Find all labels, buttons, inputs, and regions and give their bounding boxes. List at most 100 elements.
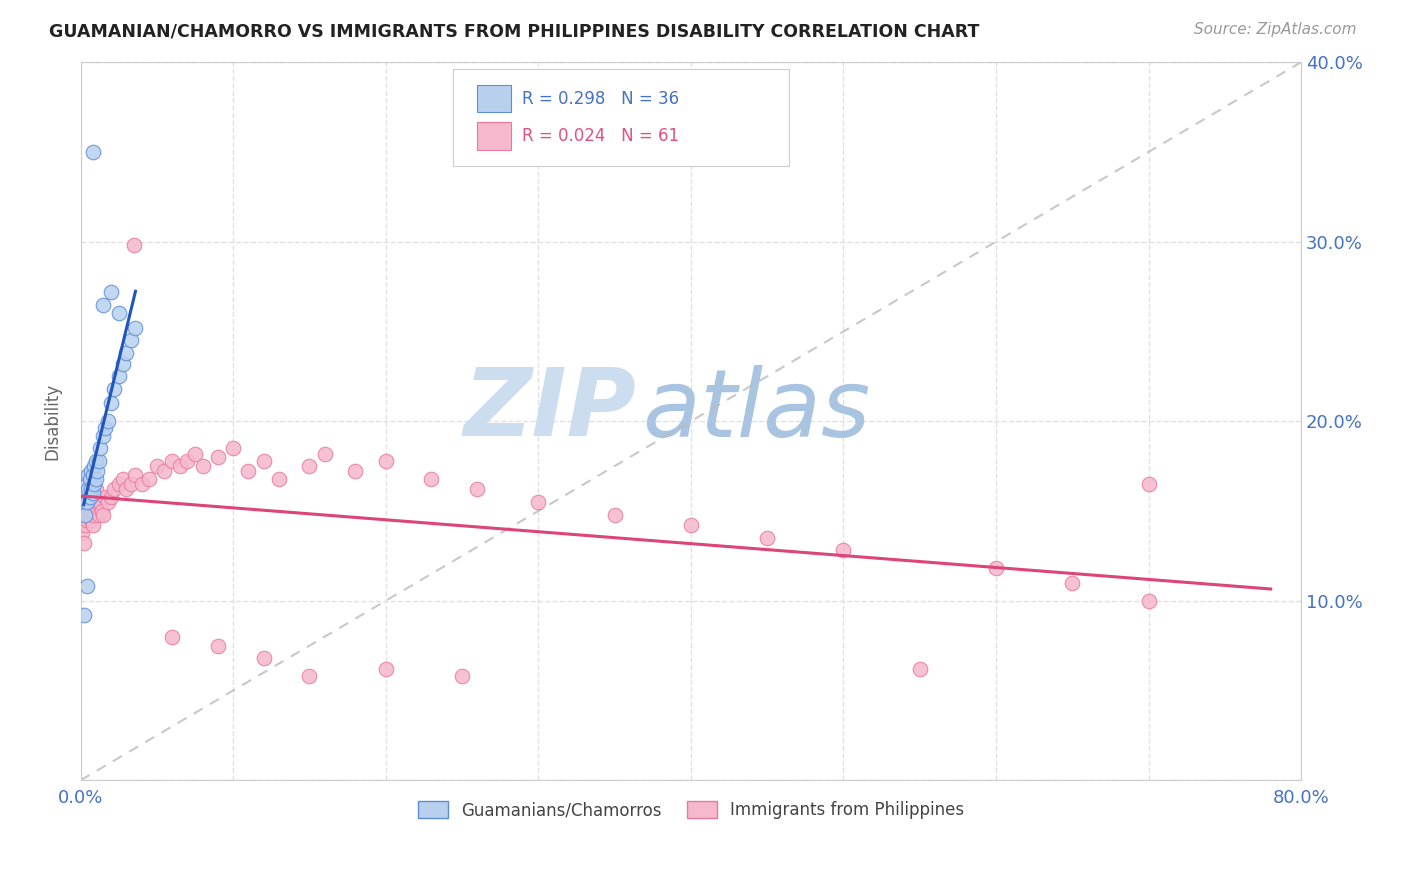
Point <box>984 561 1007 575</box>
Y-axis label: Disability: Disability <box>44 383 60 459</box>
Point <box>93 508 115 522</box>
Point <box>79 490 101 504</box>
Point <box>86 465 108 479</box>
Point <box>122 238 145 252</box>
Point <box>908 662 931 676</box>
Point <box>124 321 146 335</box>
Point <box>238 465 260 479</box>
FancyBboxPatch shape <box>477 85 512 112</box>
Point <box>100 490 122 504</box>
Point <box>72 495 94 509</box>
Point <box>82 486 104 500</box>
Point <box>131 477 153 491</box>
Point <box>103 483 125 497</box>
Point <box>76 495 98 509</box>
Point <box>89 441 111 455</box>
Point <box>374 662 396 676</box>
Point <box>120 334 142 348</box>
Text: Source: ZipAtlas.com: Source: ZipAtlas.com <box>1194 22 1357 37</box>
Point <box>80 483 103 497</box>
Point <box>298 669 321 683</box>
Point <box>84 454 107 468</box>
Point <box>169 459 191 474</box>
Point <box>93 297 115 311</box>
Point <box>451 669 474 683</box>
Point <box>83 459 105 474</box>
Point <box>107 369 129 384</box>
Point <box>87 454 110 468</box>
Point <box>100 396 122 410</box>
Point <box>83 490 105 504</box>
Point <box>1137 593 1160 607</box>
Point <box>222 441 245 455</box>
Point <box>75 518 97 533</box>
Text: GUAMANIAN/CHAMORRO VS IMMIGRANTS FROM PHILIPPINES DISABILITY CORRELATION CHART: GUAMANIAN/CHAMORRO VS IMMIGRANTS FROM PH… <box>49 22 980 40</box>
Text: ZIP: ZIP <box>463 365 636 457</box>
Point <box>107 306 129 320</box>
Point <box>75 490 97 504</box>
Point <box>79 508 101 522</box>
Point <box>75 504 97 518</box>
Point <box>253 454 276 468</box>
Point <box>72 536 94 550</box>
Point <box>298 459 321 474</box>
Point <box>82 486 104 500</box>
Point <box>207 450 229 464</box>
Point <box>83 477 105 491</box>
Point <box>679 518 702 533</box>
Point <box>97 414 120 428</box>
Point <box>84 483 107 497</box>
Point <box>76 477 98 491</box>
Legend: Guamanians/Chamorros, Immigrants from Philippines: Guamanians/Chamorros, Immigrants from Ph… <box>411 795 970 826</box>
FancyBboxPatch shape <box>477 122 512 150</box>
Point <box>124 468 146 483</box>
Point <box>82 518 104 533</box>
Point <box>420 472 443 486</box>
Point <box>80 513 103 527</box>
Point <box>374 454 396 468</box>
Point <box>115 483 138 497</box>
Point <box>107 477 129 491</box>
Point <box>115 346 138 360</box>
Point <box>527 495 550 509</box>
Point <box>79 490 101 504</box>
Point <box>84 472 107 486</box>
Point <box>76 513 98 527</box>
Point <box>153 465 176 479</box>
Point <box>76 500 98 515</box>
Point <box>138 472 160 486</box>
Point <box>103 382 125 396</box>
Point <box>100 285 122 299</box>
Point <box>832 543 855 558</box>
Point <box>70 525 93 540</box>
Point <box>97 495 120 509</box>
Point <box>82 468 104 483</box>
Point <box>112 357 135 371</box>
Point <box>87 508 110 522</box>
Point <box>160 454 183 468</box>
Text: R = 0.298   N = 36: R = 0.298 N = 36 <box>523 90 679 108</box>
Text: atlas: atlas <box>643 365 870 456</box>
Point <box>76 579 98 593</box>
Point <box>72 608 94 623</box>
Point <box>146 459 169 474</box>
Point <box>184 446 207 460</box>
Point <box>82 145 104 159</box>
Point <box>86 495 108 509</box>
Point <box>603 508 626 522</box>
Point <box>267 472 290 486</box>
Point <box>191 459 214 474</box>
FancyBboxPatch shape <box>453 70 789 166</box>
Point <box>80 465 103 479</box>
Point <box>253 651 276 665</box>
Point <box>314 446 336 460</box>
Point <box>756 531 779 545</box>
Text: R = 0.024   N = 61: R = 0.024 N = 61 <box>523 128 679 145</box>
Point <box>77 483 100 497</box>
Point <box>120 477 142 491</box>
Point <box>1062 575 1084 590</box>
Point <box>90 504 112 518</box>
Point <box>94 490 117 504</box>
Point <box>72 513 94 527</box>
Point <box>94 421 117 435</box>
